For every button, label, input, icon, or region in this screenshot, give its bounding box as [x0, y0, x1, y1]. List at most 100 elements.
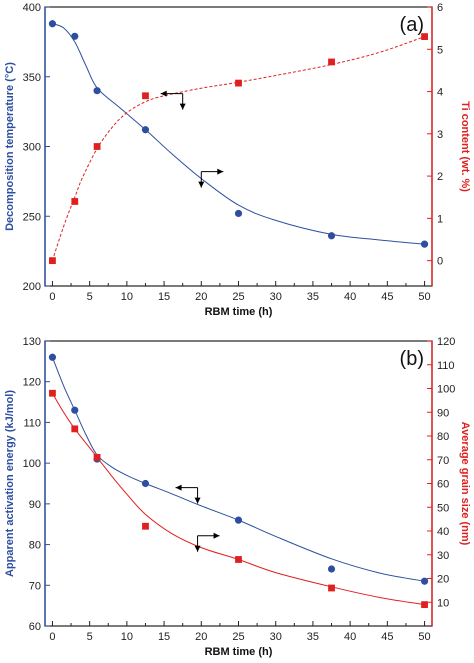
- data-point-square: [328, 58, 335, 66]
- x-tick-label: 40: [344, 631, 356, 643]
- x-tick-label: 45: [381, 631, 393, 643]
- data-point-circle: [71, 406, 79, 414]
- x-tick-label: 30: [270, 291, 282, 303]
- axis-indicator-arrow: [175, 484, 201, 504]
- plot-frame: [44, 340, 433, 627]
- fit-curve-left: [52, 23, 425, 245]
- x-tick-label: 25: [232, 631, 244, 643]
- data-point-square: [49, 257, 56, 265]
- y-right-tick-label: 90: [437, 407, 449, 419]
- panel-a: 0 5 10 15 20 25 30 35 40 45 5020025030035040001234…: [4, 2, 471, 318]
- arrow-head-down: [179, 103, 186, 110]
- y-left-tick-label: 250: [23, 211, 41, 223]
- y-right-tick-label: 70: [437, 455, 449, 467]
- y-right-tick-label: 4: [437, 87, 443, 99]
- y-left-tick-label: 300: [23, 142, 41, 154]
- y-left-tick-label: 350: [23, 72, 41, 84]
- y-right-tick-label: 40: [437, 526, 449, 538]
- y-left-tick-label: 70: [29, 580, 41, 592]
- axis-indicator-arrow: [160, 90, 186, 110]
- x-tick-label: 25: [232, 291, 244, 303]
- y-left-tick-label: 200: [23, 281, 41, 293]
- data-point-circle: [327, 565, 336, 573]
- arrow-head: [160, 90, 167, 97]
- fit-curve-right: [51, 393, 425, 606]
- data-point-square: [235, 79, 242, 87]
- x-tick-label: 35: [307, 291, 319, 303]
- x-tick-label: 0: [49, 631, 55, 643]
- data-point-square: [235, 556, 242, 563]
- x-tick-label: 45: [381, 291, 393, 303]
- y-left-axis-label: Decomposition temperature (°C): [4, 62, 16, 231]
- x-tick-label: 5: [87, 631, 93, 643]
- y-right-tick-label: 100: [437, 384, 455, 396]
- x-axis-label: RBM time (h): [205, 646, 273, 658]
- y-left-axis-label: Apparent activation energy (kJ/mol): [4, 390, 16, 577]
- y-right-tick-label: 0: [437, 256, 443, 268]
- x-tick-label: 30: [270, 631, 282, 643]
- data-point-square: [328, 584, 335, 592]
- data-point-square: [421, 601, 428, 609]
- y-left-tick-label: 80: [29, 540, 41, 552]
- y-right-tick-label: 3: [437, 129, 443, 141]
- x-tick-label: 15: [158, 631, 170, 643]
- x-tick-label: 10: [121, 631, 133, 643]
- y-right-tick-label: 2: [437, 171, 443, 183]
- y-right-tick-label: 50: [437, 502, 449, 514]
- y-right-tick-label: 6: [437, 2, 443, 14]
- data-point-square: [71, 198, 79, 205]
- data-point-square: [142, 522, 149, 530]
- arrow-head-down: [198, 181, 205, 188]
- x-tick-label: 15: [158, 291, 170, 303]
- arrow-head: [213, 532, 220, 539]
- y-right-tick-label: 1: [437, 213, 443, 225]
- data-point-circle: [234, 209, 243, 218]
- arrow-head: [175, 484, 182, 491]
- data-point-circle: [141, 479, 150, 488]
- y-left-tick-label: 60: [29, 621, 41, 633]
- panel-label: (b): [400, 348, 424, 370]
- y-left-tick-label: 90: [29, 499, 41, 511]
- y-right-tick-label: 10: [437, 597, 449, 609]
- arrow-head: [217, 168, 224, 175]
- data-point-square: [142, 92, 149, 100]
- arrow-head-down: [194, 545, 201, 552]
- y-left-tick-label: 120: [23, 377, 41, 389]
- data-point-circle: [420, 577, 429, 585]
- data-point-circle: [48, 20, 57, 28]
- data-point-circle: [234, 516, 243, 524]
- x-tick-label: 5: [87, 291, 93, 303]
- data-point-circle: [48, 353, 57, 361]
- x-tick-label: 50: [418, 631, 430, 643]
- y-right-tick-label: 60: [437, 479, 449, 491]
- x-axis-label: RBM time (h): [205, 306, 273, 318]
- data-point-square: [49, 389, 56, 397]
- data-point-square: [93, 143, 101, 150]
- plot-frame: [44, 6, 433, 287]
- y-right-tick-label: 30: [437, 550, 449, 562]
- data-point-circle: [93, 87, 101, 95]
- data-point-square: [93, 453, 101, 461]
- y-right-tick-label: 120: [437, 336, 455, 348]
- x-tick-label: 20: [195, 631, 207, 643]
- fit-curve-right: [51, 36, 425, 261]
- data-point-circle: [327, 232, 336, 240]
- y-left-tick-label: 100: [23, 458, 41, 470]
- y-left-tick-label: 130: [23, 336, 41, 348]
- x-tick-label: 40: [344, 291, 356, 303]
- arrow-head-down: [194, 497, 201, 504]
- y-right-axis-label: Ti content (wt. %): [459, 101, 471, 192]
- x-tick-label: 10: [121, 291, 133, 303]
- y-right-tick-label: 20: [437, 574, 449, 586]
- y-right-tick-label: 80: [437, 431, 449, 443]
- x-tick-label: 50: [418, 291, 430, 303]
- axis-indicator-arrow: [194, 532, 220, 552]
- data-point-square: [71, 425, 79, 433]
- panel-label: (a): [400, 14, 424, 36]
- data-point-circle: [71, 32, 79, 40]
- y-left-tick-label: 400: [23, 2, 41, 14]
- y-right-tick-label: 110: [437, 360, 455, 372]
- y-right-tick-label: 5: [437, 44, 443, 56]
- data-point-circle: [420, 240, 429, 248]
